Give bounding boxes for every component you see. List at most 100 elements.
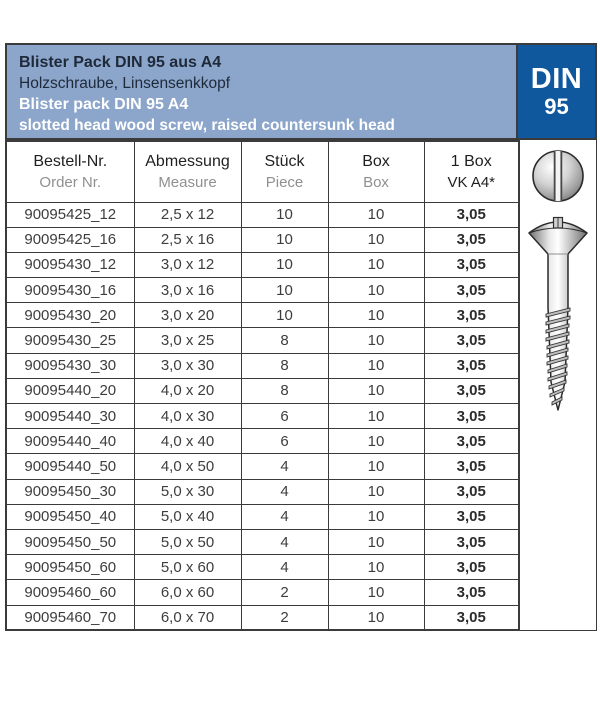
catalog-page: Blister Pack DIN 95 aus A4 Holzschraube,… [5,43,597,632]
product-table-body: 90095425_12 2,5 x 12 10 10 3,05 90095425_16 2,… [5,201,520,631]
table-row: 90095430_12 3,0 x 12 10 10 3,05 [5,251,520,279]
table-row: 90095440_40 4,0 x 40 6 10 3,05 [5,428,520,455]
table-cell: 10 [327,528,425,556]
column-label: Bestell-Nr. [33,152,108,170]
table-cell: 10 [240,251,329,279]
table-cell: 3,0 x 30 [133,352,242,379]
table-cell: 90095425_12 [5,201,135,228]
table-cell: 4 [240,453,329,480]
table-row: 90095450_50 5,0 x 50 4 10 3,05 [5,528,520,556]
table-cell: 90095450_50 [5,528,135,556]
column-label: Stück [264,152,305,170]
table-cell: 3,05 [423,604,520,631]
table-cell: 90095450_30 [5,478,135,505]
header-row: Bestell-Nr. Order Nr. Abmessung Measure … [5,140,520,203]
table-row: 90095450_30 5,0 x 30 4 10 3,05 [5,478,520,505]
table-cell: 10 [240,277,329,304]
table-cell: 5,0 x 50 [133,528,242,556]
table-row: 90095460_60 6,0 x 60 2 10 3,05 [5,579,520,606]
table-cell: 10 [327,453,425,480]
table-cell: 90095440_40 [5,428,135,455]
table-cell: 90095450_60 [5,554,135,581]
table-cell: 6 [240,402,329,430]
table-cell: 10 [327,604,425,631]
table-cell: 3,0 x 12 [133,251,242,279]
table-cell: 3,05 [423,503,520,530]
table-cell: 3,05 [423,428,520,455]
table-cell: 10 [327,352,425,379]
table-row: 90095430_16 3,0 x 16 10 10 3,05 [5,277,520,304]
table-cell: 2,5 x 16 [133,226,242,253]
table-cell: 4,0 x 40 [133,428,242,455]
table-cell: 5,0 x 40 [133,503,242,530]
table-cell: 10 [327,377,425,405]
table-cell: 90095440_30 [5,402,135,430]
table-cell: 2,5 x 12 [133,201,242,228]
column-header-measure: Abmessung Measure [133,140,242,203]
table-cell: 8 [240,352,329,379]
table-cell: 4 [240,478,329,505]
table-row: 90095460_70 6,0 x 70 2 10 3,05 [5,604,520,631]
product-header-band: Blister Pack DIN 95 aus A4 Holzschraube,… [5,43,597,140]
table-cell: 90095460_70 [5,604,135,631]
table-cell: 3,05 [423,302,520,329]
table-cell: 90095430_25 [5,327,135,354]
table-cell: 4 [240,554,329,581]
table-cell: 10 [327,277,425,304]
table-cell: 10 [327,402,425,430]
table-cell: 10 [327,503,425,530]
table-cell: 10 [327,579,425,606]
table-cell: 90095430_30 [5,352,135,379]
table-cell: 8 [240,377,329,405]
table-cell: 3,05 [423,327,520,354]
table-row: 90095430_25 3,0 x 25 8 10 3,05 [5,327,520,354]
table-cell: 2 [240,579,329,606]
table-row: 90095425_16 2,5 x 16 10 10 3,05 [5,226,520,253]
table-row: 90095440_20 4,0 x 20 8 10 3,05 [5,377,520,405]
din-badge-number: 95 [544,94,569,119]
table-cell: 3,05 [423,251,520,279]
table-cell: 6 [240,428,329,455]
column-label: 1 Box [450,152,492,170]
table-cell: 10 [327,226,425,253]
table-cell: 4,0 x 50 [133,453,242,480]
table-cell: 10 [240,226,329,253]
table-cell: 3,05 [423,201,520,228]
table-cell: 10 [240,201,329,228]
screw-side-view-icon [528,216,588,411]
table-cell: 3,0 x 25 [133,327,242,354]
table-row: 90095425_12 2,5 x 12 10 10 3,05 [5,201,520,228]
product-title-de: Blister Pack DIN 95 aus A4 [19,54,222,71]
table-cell: 90095450_40 [5,503,135,530]
column-label: Box [362,152,390,170]
column-header-price: 1 Box VK A4* [423,140,520,203]
table-cell: 4,0 x 30 [133,402,242,430]
table-cell: 5,0 x 60 [133,554,242,581]
din-badge-label: DIN [530,63,583,95]
column-label: Abmessung [145,152,230,170]
table-cell: 3,0 x 16 [133,277,242,304]
column-sublabel: VK A4* [447,173,496,191]
column-header-piece: Stück Piece [240,140,329,203]
table-cell: 10 [327,554,425,581]
product-table-head: Bestell-Nr. Order Nr. Abmessung Measure … [5,140,520,203]
table-cell: 90095440_50 [5,453,135,480]
table-cell: 6,0 x 60 [133,579,242,606]
product-subtitle-de: Holzschraube, Linsensenkkopf [19,75,231,92]
table-cell: 3,05 [423,352,520,379]
table-cell: 10 [327,428,425,455]
product-subtitle-en: slotted head wood screw, raised counters… [19,117,395,134]
column-header-order-nr: Bestell-Nr. Order Nr. [5,140,135,203]
table-cell: 3,05 [423,554,520,581]
screw-head-top-view-icon [532,150,584,202]
column-sublabel: Piece [265,173,304,191]
table-cell: 2 [240,604,329,631]
table-cell: 90095425_16 [5,226,135,253]
table-cell: 8 [240,327,329,354]
table-cell: 10 [327,201,425,228]
table-row: 90095430_20 3,0 x 20 10 10 3,05 [5,302,520,329]
table-row: 90095440_30 4,0 x 30 6 10 3,05 [5,402,520,430]
table-cell: 90095440_20 [5,377,135,405]
column-sublabel: Box [363,173,389,191]
table-cell: 90095460_60 [5,579,135,606]
